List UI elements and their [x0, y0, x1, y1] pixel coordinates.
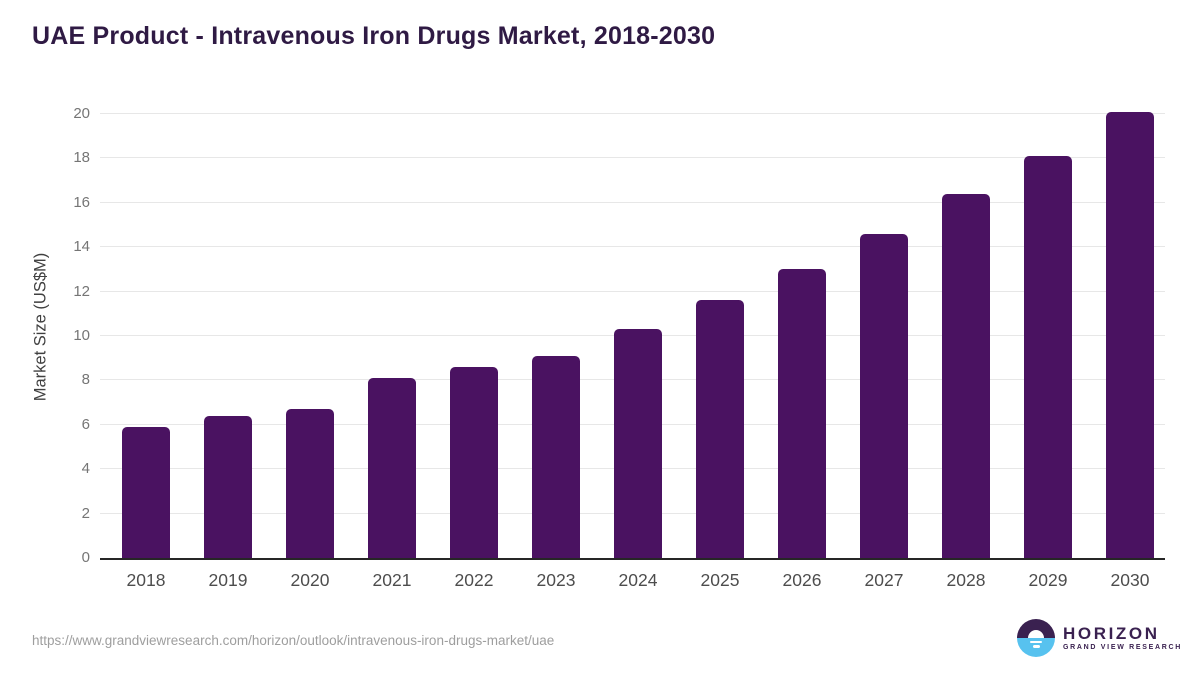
chart-title: UAE Product - Intravenous Iron Drugs Mar…: [32, 22, 716, 50]
x-label-2019: 2019: [208, 570, 248, 590]
bar-2026: [778, 269, 826, 558]
bar-2019: [204, 415, 252, 558]
y-tick-10: 10: [73, 327, 90, 344]
x-label-2026: 2026: [782, 570, 822, 590]
bar-2022: [450, 367, 498, 558]
bar-2025: [696, 300, 744, 558]
y-tick-0: 0: [81, 549, 90, 566]
horizon-logo-icon: [1017, 619, 1055, 657]
x-label-2024: 2024: [618, 570, 658, 590]
y-tick-12: 12: [73, 282, 90, 300]
y-tick-8: 8: [81, 371, 90, 389]
x-label-2020: 2020: [290, 570, 330, 590]
y-tick-4: 4: [81, 460, 90, 478]
bar-2024: [614, 329, 662, 558]
bar-2021: [368, 378, 416, 558]
gridline-20: [100, 113, 1165, 114]
x-label-2028: 2028: [946, 570, 986, 590]
bar-2027: [860, 233, 908, 558]
y-tick-18: 18: [73, 149, 90, 167]
sun-reflection-line: [1030, 640, 1042, 643]
bar-2029: [1024, 156, 1072, 558]
bar-2028: [942, 193, 990, 558]
sun-icon: [1028, 630, 1044, 638]
sun-reflection-line: [1032, 645, 1040, 648]
y-axis-ticks: 0 2 4 6 8 10 12 14 16 18 20: [30, 96, 90, 566]
x-label-2022: 2022: [454, 570, 494, 590]
gridline-16: [100, 201, 1165, 203]
plot-area: [100, 96, 1165, 560]
logo-subtitle: GRAND VIEW RESEARCH: [1063, 644, 1183, 651]
x-label-2025: 2025: [700, 570, 740, 590]
x-label-2018: 2018: [126, 570, 166, 590]
horizon-logo: HORIZON GRAND VIEW RESEARCH: [1017, 619, 1182, 657]
x-axis-labels: 2018 2019 2020 2021 2022 2023 2024 2025 2026 2027…: [100, 570, 1165, 596]
y-tick-2: 2: [81, 504, 90, 522]
y-tick-16: 16: [73, 193, 90, 211]
source-url: https://www.grandviewresearch.com/horizo…: [32, 633, 555, 648]
x-label-2029: 2029: [1028, 570, 1068, 590]
y-tick-14: 14: [73, 238, 90, 256]
bar-2023: [532, 355, 580, 558]
bar-2018: [122, 427, 170, 558]
bar-2020: [286, 409, 334, 558]
gridline-14: [100, 246, 1165, 248]
y-tick-20: 20: [73, 105, 90, 122]
horizon-logo-text: HORIZON GRAND VIEW RESEARCH: [1063, 624, 1182, 652]
x-label-2030: 2030: [1110, 570, 1150, 590]
bar-2030: [1106, 111, 1154, 558]
x-label-2027: 2027: [864, 570, 904, 590]
x-label-2021: 2021: [372, 570, 412, 590]
logo-title: HORIZON: [1063, 624, 1160, 643]
gridline-12: [100, 290, 1165, 292]
x-label-2023: 2023: [536, 570, 576, 590]
y-tick-6: 6: [81, 415, 90, 433]
gridline-18: [100, 157, 1165, 159]
